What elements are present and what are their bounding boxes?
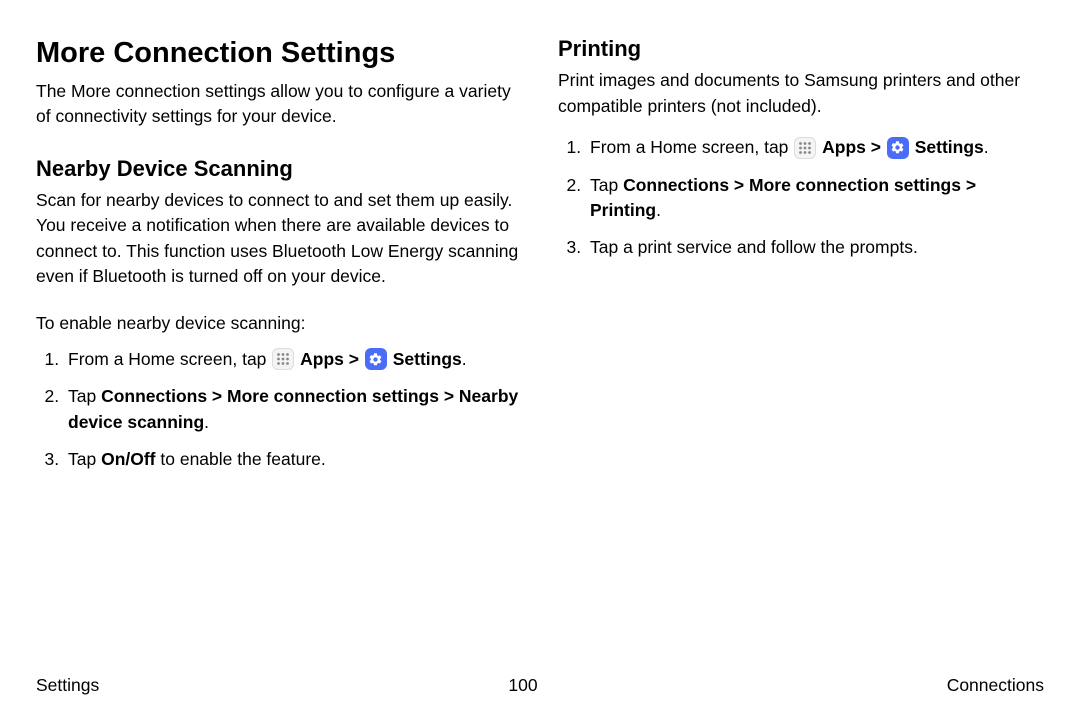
step-text: Tap xyxy=(68,386,101,406)
printing-step-2: Tap Connections > More connection settin… xyxy=(586,173,1044,224)
section-heading-printing: Printing xyxy=(558,36,1044,62)
apps-label: Apps xyxy=(300,349,344,369)
step-text: . xyxy=(462,349,467,369)
nearby-step-2: Tap Connections > More connection settin… xyxy=(64,384,522,435)
settings-label: Settings xyxy=(915,137,984,157)
footer-right: Connections xyxy=(947,675,1044,696)
step-text: . xyxy=(984,137,989,157)
step-bold: On/Off xyxy=(101,449,155,469)
chevron: > xyxy=(866,137,886,157)
chevron: > xyxy=(344,349,364,369)
right-column: Printing Print images and documents to S… xyxy=(558,36,1044,666)
step-path: Connections > More connection settings >… xyxy=(68,386,518,431)
apps-icon xyxy=(272,348,294,370)
step-text: From a Home screen, tap xyxy=(590,137,793,157)
nearby-step-1: From a Home screen, tap Apps > Settings. xyxy=(64,347,522,372)
apps-icon xyxy=(794,137,816,159)
nearby-steps: From a Home screen, tap Apps > Settings.… xyxy=(36,347,522,473)
printing-body: Print images and documents to Samsung pr… xyxy=(558,68,1044,119)
printing-step-1: From a Home screen, tap Apps > Settings. xyxy=(586,135,1044,160)
settings-label: Settings xyxy=(393,349,462,369)
intro-paragraph: The More connection settings allow you t… xyxy=(36,79,522,130)
apps-label: Apps xyxy=(822,137,866,157)
page-title: More Connection Settings xyxy=(36,36,522,71)
printing-steps: From a Home screen, tap Apps > Settings.… xyxy=(558,135,1044,261)
step-text: From a Home screen, tap xyxy=(68,349,271,369)
footer-page-number: 100 xyxy=(508,675,537,696)
step-text: . xyxy=(656,200,661,220)
step-text: to enable the feature. xyxy=(156,449,326,469)
footer-left: Settings xyxy=(36,675,99,696)
left-column: More Connection Settings The More connec… xyxy=(36,36,522,666)
nearby-lead: To enable nearby device scanning: xyxy=(36,311,522,336)
settings-icon xyxy=(887,137,909,159)
step-text: Tap xyxy=(68,449,101,469)
settings-icon xyxy=(365,348,387,370)
printing-step-3: Tap a print service and follow the promp… xyxy=(586,235,1044,260)
step-path: Connections > More connection settings >… xyxy=(590,175,976,220)
step-text: Tap xyxy=(590,175,623,195)
step-text: . xyxy=(204,412,209,432)
page-footer: Settings 100 Connections xyxy=(36,675,1044,696)
nearby-step-3: Tap On/Off to enable the feature. xyxy=(64,447,522,472)
nearby-body: Scan for nearby devices to connect to an… xyxy=(36,188,522,290)
section-heading-nearby: Nearby Device Scanning xyxy=(36,156,522,182)
